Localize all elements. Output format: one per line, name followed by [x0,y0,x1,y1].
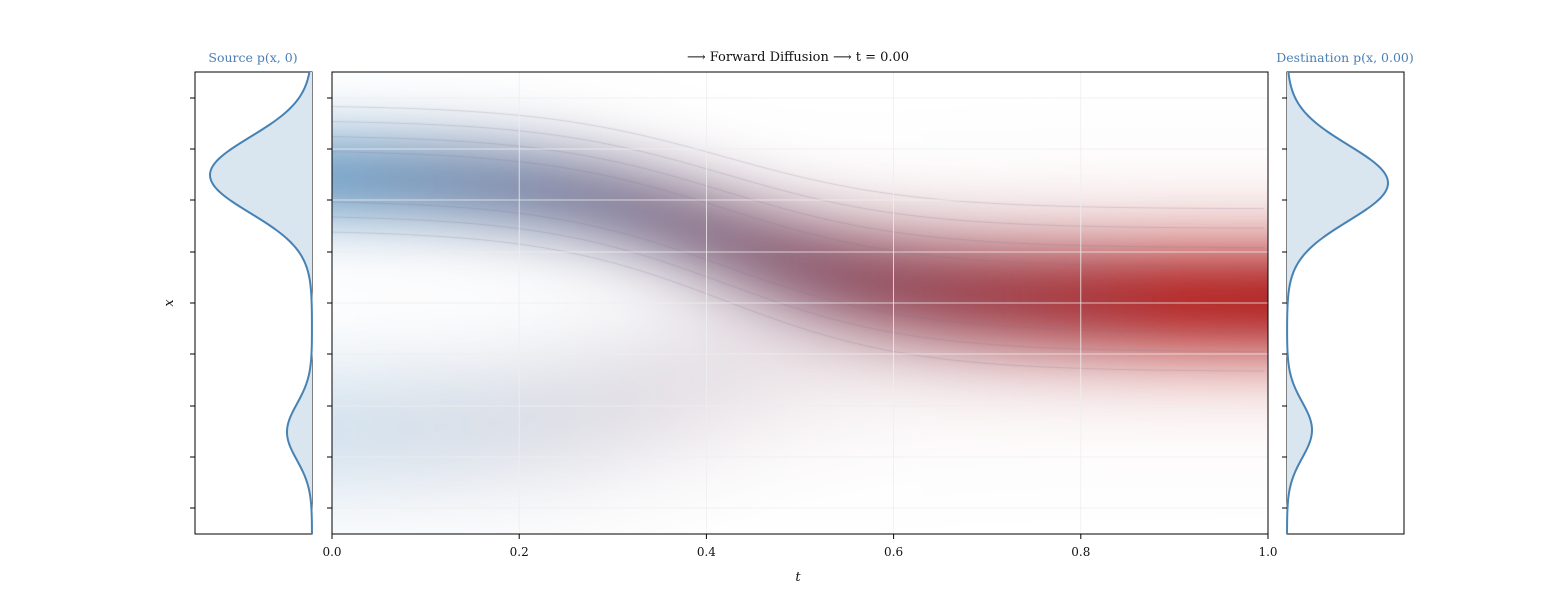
x-tick-label: 0.0 [322,545,341,559]
destination-panel-title: Destination p(x, 0.00) [1276,50,1414,65]
source-density-line [209,71,313,535]
x-tick-label: 0.4 [697,545,716,559]
destination-density-fill [1287,72,1388,534]
x-axis-label: t [795,570,801,585]
x-tick-label: 0.8 [1071,545,1090,559]
x-tick-label: 0.6 [884,545,903,559]
y-axis-label: x [162,299,177,307]
x-tick-label: 1.0 [1258,545,1277,559]
x-tick-label: 0.2 [510,545,529,559]
source-density-fill [210,72,312,534]
destination-density-line [1286,71,1389,534]
grid [331,72,1269,534]
source-panel-title: Source p(x, 0) [208,50,297,65]
chart-title: ⟶ Forward Diffusion ⟶ t = 0.00 [687,50,909,65]
ticks: 0.0 0.2 0.4 0.6 0.8 1.0 [190,97,1287,559]
